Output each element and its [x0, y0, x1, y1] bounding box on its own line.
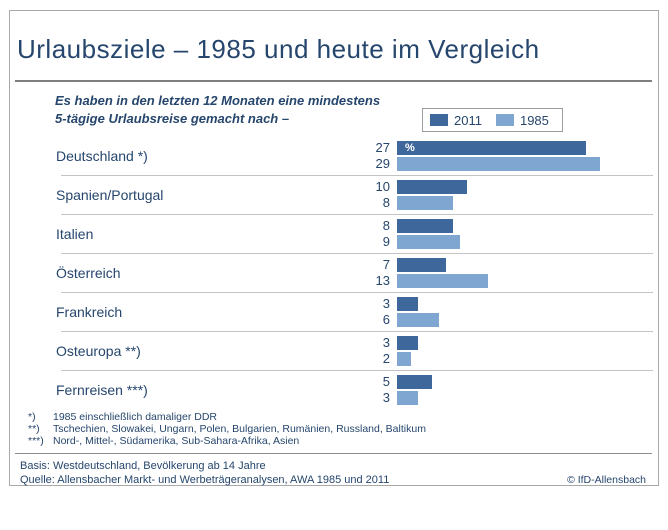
row-separator — [61, 370, 653, 371]
category-label: Frankreich — [56, 304, 123, 320]
bar-value-2011: 3 — [382, 296, 390, 311]
legend-swatch-1985 — [495, 114, 514, 126]
bar-value-2011: 10 — [375, 179, 390, 194]
bar-2011 — [397, 297, 418, 311]
bar-value-2011: 3 — [382, 335, 390, 350]
bar-value-1985: 2 — [382, 351, 390, 366]
category-label: Osteuropa **) — [56, 343, 141, 359]
copyright-note: © IfD-Allensbach — [567, 474, 646, 486]
bar-1985 — [397, 313, 439, 327]
bar-value-2011: 5 — [382, 374, 390, 389]
footnote-text-2: Tschechien, Slowakei, Ungarn, Polen, Bul… — [53, 423, 426, 435]
bar-value-1985: 29 — [375, 156, 390, 171]
footer-divider — [15, 453, 652, 454]
subtitle-line-2: 5-tägige Urlaubsreise gemacht nach – — [55, 111, 290, 126]
footnote-marker-3: ***) — [28, 435, 44, 447]
bar-value-1985: 3 — [382, 390, 390, 405]
row-separator — [61, 253, 653, 254]
legend-label-1985: 1985 — [519, 112, 549, 128]
bar-2011: % — [397, 141, 586, 155]
category-label: Deutschland *) — [56, 148, 148, 164]
bar-2011 — [397, 180, 467, 194]
category-label: Österreich — [56, 265, 121, 281]
legend: 2011 1985 — [422, 108, 563, 132]
bar-value-2011: 7 — [382, 257, 390, 272]
bar-1985 — [397, 352, 411, 366]
title-divider — [15, 80, 652, 82]
bar-2011 — [397, 336, 418, 350]
page-title: Urlaubsziele – 1985 und heute im Verglei… — [17, 34, 540, 64]
footnote-marker-1: *) — [28, 411, 36, 423]
category-label: Spanien/Portugal — [56, 187, 164, 203]
chart-rows: Deutschland *) 27% 29 Spanien/Portugal 10 8 It… — [10, 11, 658, 485]
category-label: Fernreisen ***) — [56, 382, 148, 398]
bar-value-1985: 13 — [375, 273, 390, 288]
bar-value-1985: 6 — [382, 312, 390, 327]
percent-unit-label: % — [405, 142, 415, 154]
basis-note: Basis: Westdeutschland, Bevölkerung ab 1… — [20, 460, 266, 472]
slide-frame: Urlaubsziele – 1985 und heute im Verglei… — [9, 10, 659, 486]
footnote-text-1: 1985 einschließlich damaliger DDR — [53, 411, 217, 423]
bar-2011 — [397, 219, 453, 233]
bar-value-1985: 9 — [382, 234, 390, 249]
legend-swatch-2011 — [430, 114, 448, 126]
row-separator — [61, 175, 653, 176]
bar-value-2011: 8 — [382, 218, 390, 233]
row-separator — [61, 214, 653, 215]
bar-2011 — [397, 375, 432, 389]
bar-1985 — [397, 274, 488, 288]
source-note: Quelle: Allensbacher Markt- und Werbeträ… — [20, 474, 390, 486]
bar-value-2011: 27 — [375, 140, 390, 155]
legend-label-2011: 2011 — [454, 112, 482, 128]
row-separator — [61, 331, 653, 332]
bar-2011 — [397, 258, 446, 272]
bar-1985 — [397, 157, 600, 171]
bar-value-1985: 8 — [382, 195, 390, 210]
category-label: Italien — [56, 226, 94, 242]
subtitle-line-1: Es haben in den letzten 12 Monaten eine … — [55, 93, 381, 108]
row-separator — [61, 292, 653, 293]
bar-1985 — [397, 235, 460, 249]
bar-1985 — [397, 391, 418, 405]
footnote-marker-2: **) — [28, 423, 40, 435]
bar-1985 — [397, 196, 453, 210]
footnote-text-3: Nord-, Mittel-, Südamerika, Sub-Sahara-A… — [53, 435, 300, 447]
chart-subtitle: Es haben in den letzten 12 Monaten eine … — [55, 92, 415, 128]
